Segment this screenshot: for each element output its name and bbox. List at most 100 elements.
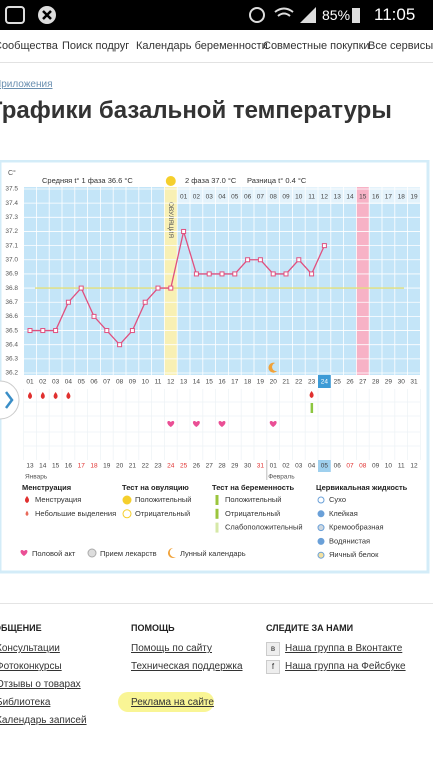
temperature-point	[142, 299, 148, 305]
breadcrumb[interactable]: Приложения	[0, 79, 53, 90]
date-label: 28	[218, 463, 226, 470]
ovulation-icon	[165, 176, 176, 186]
phase2-day-label: 19	[410, 194, 418, 201]
signal-icon	[300, 7, 316, 23]
pregnancy-test-marker	[309, 391, 314, 413]
prev-arrow[interactable]	[0, 378, 20, 422]
date-label: 05	[321, 463, 329, 470]
nav-link[interactable]: Сообщества	[0, 40, 58, 52]
temperature-point	[257, 257, 263, 263]
battery-icon	[352, 8, 360, 23]
footer-link[interactable]: Консультации	[0, 643, 60, 654]
legend-icon	[122, 495, 132, 505]
temperature-point	[53, 328, 59, 334]
x-tick-label: 19	[257, 379, 265, 386]
phase2-day-label: 08	[270, 194, 278, 201]
date-label: 18	[90, 463, 98, 470]
date-label: 09	[372, 463, 380, 470]
legend-icon	[317, 524, 325, 532]
phase2-day-label: 06	[244, 194, 252, 201]
highlight-column	[356, 187, 370, 375]
nav-link[interactable]: Календарь беременности	[136, 40, 268, 52]
phase2-cell	[343, 187, 357, 204]
date-label: 01	[270, 463, 278, 470]
date-label: 25	[180, 463, 188, 470]
phase2-cell	[215, 187, 229, 204]
footer-link[interactable]: Реклама на сайте	[131, 697, 214, 708]
ovulation-column	[164, 187, 178, 375]
nav-link[interactable]: Все сервисы	[368, 40, 433, 52]
nav-link[interactable]: Поиск подруг	[62, 40, 130, 52]
footer-link[interactable]: Наша группа в Вконтакте	[285, 643, 403, 654]
phase2-day-label: 12	[321, 194, 329, 201]
x-tick-label: 03	[52, 379, 60, 386]
date-label: 14	[39, 463, 47, 470]
date-label: 08	[359, 463, 367, 470]
legend-title: Цервикальная жидкость	[316, 483, 408, 492]
date-label: 02	[282, 463, 290, 470]
x-tick-label: 22	[295, 379, 303, 386]
date-label: 31	[257, 463, 265, 470]
fb-icon[interactable]: f	[266, 660, 280, 674]
today-date-cell	[318, 460, 331, 472]
today-cell	[318, 375, 331, 388]
phase2-day-label: 15	[359, 194, 367, 201]
phase2-cell	[202, 187, 216, 204]
temperature-point	[321, 243, 327, 249]
y-tick-label: 36.6	[5, 313, 18, 320]
footer-divider	[0, 603, 433, 604]
footer-link[interactable]: Библиотека	[0, 697, 51, 708]
temperature-point	[296, 257, 302, 263]
y-axis-label: C°	[8, 169, 16, 177]
temperature-point	[245, 257, 251, 263]
temperature-point	[181, 228, 187, 234]
stat: 2 фаза 37.0 °C	[185, 176, 237, 185]
nav-link[interactable]: Совместные покупки	[263, 40, 370, 52]
legend-item: Кремообразная	[329, 523, 384, 532]
alarm-icon	[249, 7, 265, 23]
phase2-cell	[407, 187, 421, 204]
close-cross	[42, 10, 52, 20]
legend-icon	[317, 510, 325, 518]
menstruation-marker	[53, 392, 58, 399]
intercourse-marker	[167, 420, 175, 427]
x-tick-label: 20	[270, 379, 278, 386]
highlight	[118, 692, 214, 712]
phase2-cell	[228, 187, 242, 204]
date-label: 15	[52, 463, 60, 470]
x-tick-label: 15	[206, 379, 214, 386]
temperature-point	[78, 285, 84, 291]
temperature-point	[91, 313, 97, 319]
footer-link[interactable]: Фотоконкурсы	[0, 661, 62, 672]
arrow-circle[interactable]	[0, 380, 20, 420]
footer-heading: СЛЕДИТЕ ЗА НАМИ	[266, 623, 354, 633]
footer-link[interactable]: Помощь по сайту	[131, 643, 212, 654]
footer-link[interactable]: Техническая поддержка	[131, 661, 243, 672]
vk-icon[interactable]: в	[266, 642, 280, 656]
legend-item: Слабоположительный	[225, 523, 303, 532]
page-title: Графики базальной температуры	[0, 97, 392, 124]
date-label: 19	[103, 463, 111, 470]
arrow-chevron[interactable]	[5, 391, 14, 409]
footer-link[interactable]: Отзывы о товарах	[0, 679, 81, 690]
menstruation-marker	[66, 392, 71, 399]
legend-item: Половой акт	[32, 549, 76, 558]
footer-link[interactable]: Календарь записей	[0, 715, 87, 726]
footer-link[interactable]: Наша группа на Фейсбуке	[285, 661, 406, 672]
date-label: 12	[410, 463, 418, 470]
date-label: 23	[154, 463, 162, 470]
ovulation-label: ОВУЛЯЦИЯ	[167, 202, 174, 239]
phase2-cell	[318, 187, 331, 204]
phase2-day-label: 09	[282, 194, 290, 201]
y-tick-label: 37.5	[5, 186, 18, 193]
x-tick-label: 16	[218, 379, 226, 386]
temperature-point	[193, 271, 199, 277]
date-label: 21	[129, 463, 137, 470]
legend-icon	[168, 548, 176, 558]
x-tick-label: 26	[346, 379, 354, 386]
phase2-cell	[369, 187, 382, 204]
legend-item: Положительный	[225, 495, 281, 504]
legend-title: Тест на беременность	[212, 483, 295, 492]
legend-item: Яичный белок	[329, 550, 379, 559]
x-tick-label: 14	[193, 379, 201, 386]
